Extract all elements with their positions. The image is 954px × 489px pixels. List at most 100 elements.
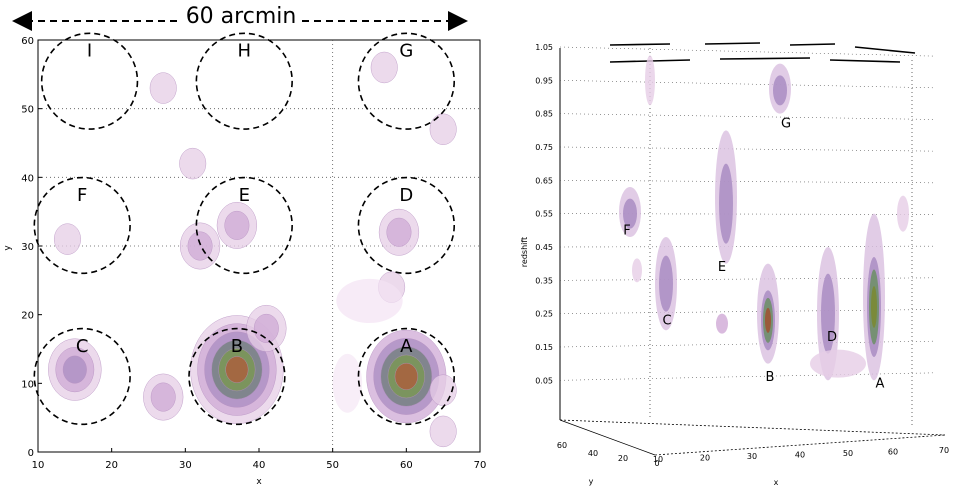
contour-inner <box>719 163 733 244</box>
cluster-A <box>863 213 885 381</box>
z-tick-label: 0.45 <box>535 243 553 252</box>
x-tick-label: 60 <box>400 460 413 471</box>
field-label: C <box>76 336 89 357</box>
x-tick-label: 60 <box>888 448 898 457</box>
cluster-C <box>655 236 677 331</box>
y-tick-label: 20 <box>21 311 34 322</box>
blob-64-46 <box>429 113 457 145</box>
z-grid-line <box>559 113 936 120</box>
field-circle <box>33 176 131 275</box>
field-label: B <box>231 336 243 357</box>
x-tick-label: 40 <box>795 451 805 460</box>
field-label: I <box>87 41 92 62</box>
z-tick-label: 0.55 <box>535 210 553 219</box>
x-tick-label: 20 <box>105 460 118 471</box>
contour-level <box>149 72 177 104</box>
field-label: H <box>237 41 251 62</box>
cluster-F <box>619 187 641 237</box>
x-tick-label: 10 <box>32 460 45 471</box>
z-grid-line <box>559 46 936 57</box>
y-axis-label: y <box>3 245 13 251</box>
y-tick-label: 40 <box>21 173 34 184</box>
cluster-label: D <box>827 330 837 345</box>
contour-peak <box>765 307 771 333</box>
cluster-label: E <box>718 260 726 275</box>
contour-level <box>187 231 213 261</box>
z-grid-line <box>559 146 936 152</box>
x-tick-label: 70 <box>474 460 487 471</box>
faint-blob <box>716 313 728 334</box>
peak-C <box>48 338 102 401</box>
faint-blob <box>645 55 655 106</box>
cluster-label: B <box>766 370 775 385</box>
z-tick-label: 0.25 <box>535 310 553 319</box>
filament-E <box>179 222 221 270</box>
field-label: E <box>239 185 250 206</box>
z-grid-line <box>559 80 936 89</box>
z-tick-label: 1.05 <box>535 43 553 52</box>
z-grid-line <box>559 213 936 215</box>
contour-inner <box>773 75 787 106</box>
x-tick-label: 30 <box>747 452 757 461</box>
contour-level <box>386 217 412 247</box>
x-tick-label: 70 <box>939 446 949 455</box>
y-axis-label: y <box>589 477 594 486</box>
x-tick-label: 20 <box>700 454 710 463</box>
field-label: D <box>399 185 413 206</box>
y-tick-label: 50 <box>21 105 34 116</box>
cluster-label: G <box>781 117 791 132</box>
y-tick-label: 40 <box>588 449 598 458</box>
contour-inner <box>623 198 637 229</box>
cluster-B <box>757 263 779 364</box>
z-tick-label: 0.65 <box>535 176 553 185</box>
peak-D <box>378 208 420 256</box>
blob-14-30 <box>54 223 81 255</box>
y-tick-label: 20 <box>618 454 628 463</box>
x-tick-label: 40 <box>253 460 266 471</box>
floor-edge <box>559 419 946 436</box>
contour-level <box>394 363 418 390</box>
z-tick-label: 0.15 <box>535 343 553 352</box>
peak-E <box>216 201 257 249</box>
top-edge <box>609 42 916 63</box>
z-tick-label: 0.75 <box>535 143 553 152</box>
cluster-E <box>715 130 737 264</box>
contour-level <box>253 313 279 343</box>
contour-level <box>62 355 87 384</box>
haze-region <box>332 353 363 413</box>
floor-edge <box>559 419 656 456</box>
x-tick-label: 50 <box>843 449 853 458</box>
cluster-G <box>769 63 791 114</box>
y-tick-label: 30 <box>21 242 34 253</box>
blob-B-ne <box>246 304 287 352</box>
contour-level <box>429 415 457 448</box>
blob-31-42 <box>179 147 207 180</box>
z-axis-label: redshift <box>520 237 529 267</box>
faint-blob <box>632 258 642 283</box>
z-tick-label: 0.85 <box>535 110 553 119</box>
y-tick-label: 60 <box>21 36 34 47</box>
z-tick-label: 0.05 <box>535 376 553 385</box>
x-axis-label: x <box>256 477 262 487</box>
field-circle <box>40 32 139 130</box>
field-label: A <box>400 336 413 357</box>
cluster-D <box>817 247 839 381</box>
contour-level <box>150 382 176 412</box>
field-circle <box>195 32 293 130</box>
faint-blob <box>810 349 866 378</box>
y-tick-label: 0 <box>654 459 659 468</box>
x-tick-label: 30 <box>179 460 192 471</box>
blob-57-55 <box>370 51 398 84</box>
z-grid-line <box>559 180 936 184</box>
x-tick-label: 10 <box>653 455 663 464</box>
contour-peak <box>871 286 877 328</box>
field-circle <box>357 327 456 426</box>
y-tick-label: 60 <box>557 441 567 450</box>
blob-27-53 <box>149 72 177 104</box>
z-tick-label: 0.35 <box>535 276 553 285</box>
x-axis-label: x <box>774 478 779 487</box>
field-circle <box>357 32 456 130</box>
contour-level <box>224 210 250 240</box>
